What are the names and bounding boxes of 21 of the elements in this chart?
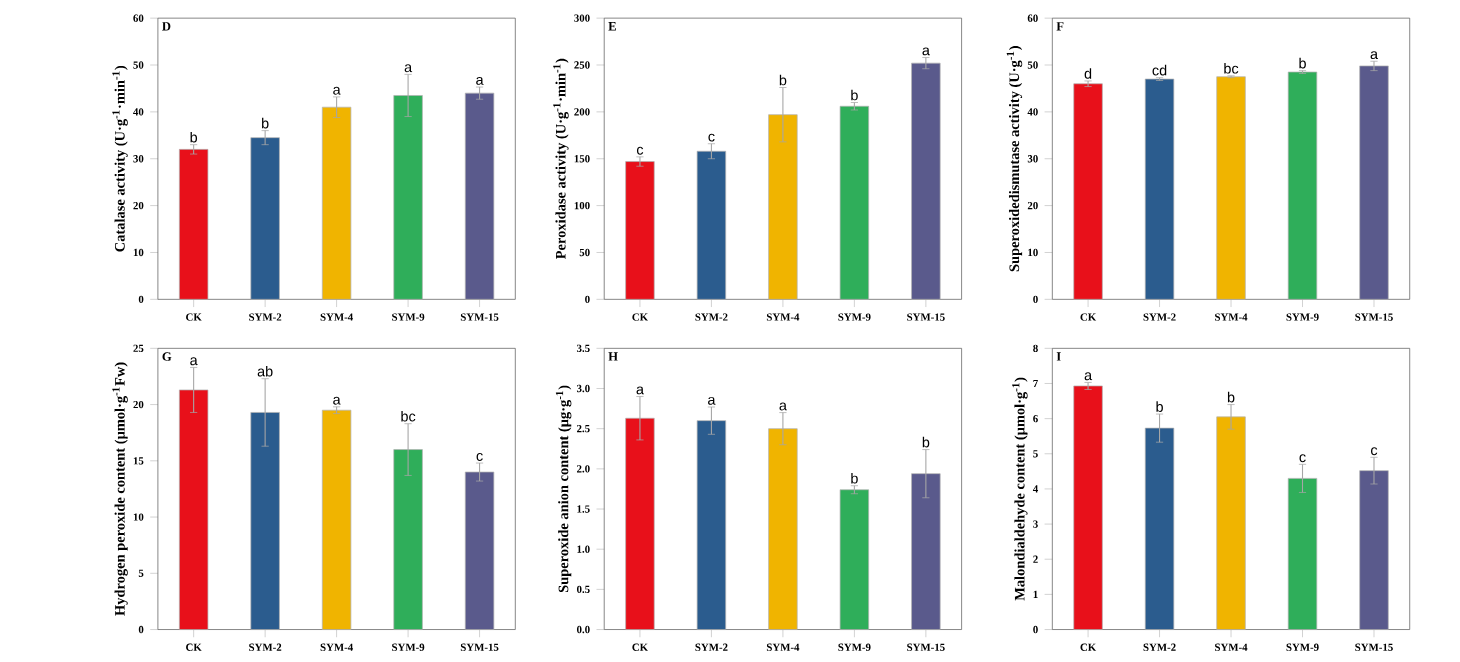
bar bbox=[178, 148, 209, 300]
bar bbox=[321, 106, 352, 300]
bar bbox=[464, 471, 495, 630]
bar bbox=[625, 417, 655, 630]
bar bbox=[1287, 477, 1318, 630]
bar bbox=[393, 95, 423, 300]
bar bbox=[250, 411, 280, 630]
bar bbox=[1287, 71, 1318, 300]
bar bbox=[1144, 78, 1175, 300]
bar bbox=[1073, 83, 1103, 300]
bar bbox=[1216, 76, 1246, 300]
bar bbox=[464, 92, 495, 300]
bar bbox=[250, 137, 280, 300]
bar bbox=[839, 105, 870, 300]
bar bbox=[321, 409, 352, 630]
bar bbox=[625, 161, 655, 300]
bar bbox=[1073, 385, 1103, 630]
bar bbox=[696, 150, 727, 300]
bar bbox=[839, 489, 870, 630]
bar bbox=[1359, 65, 1389, 300]
bar bbox=[911, 62, 941, 300]
